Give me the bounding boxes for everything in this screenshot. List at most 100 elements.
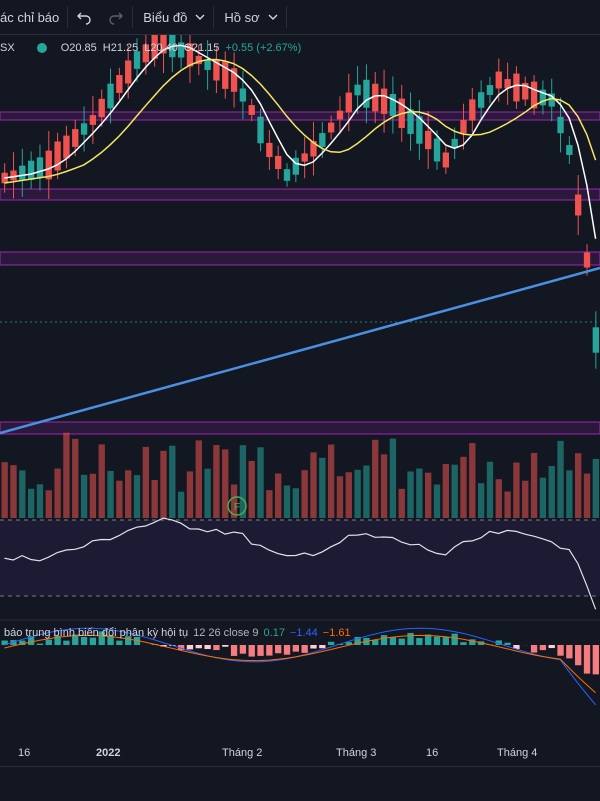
- candle-body: [575, 195, 581, 216]
- macd-histogram-bar: [575, 645, 581, 665]
- top-toolbar: ác chỉ báo Biểu đồ Hồ sơ: [0, 0, 600, 35]
- macd-histogram-bar: [204, 645, 210, 649]
- candle-body: [107, 84, 113, 109]
- time-axis-label: Tháng 4: [497, 747, 537, 759]
- volume-bar: [257, 447, 263, 518]
- candle-body: [125, 61, 131, 84]
- macd-histogram-bar: [249, 645, 255, 657]
- candle-body: [496, 72, 502, 89]
- bottom-bar: [0, 766, 600, 801]
- macd-title[interactable]: báo trung bình biến đổi phân kỳ hội tụ: [4, 627, 188, 639]
- macd-histogram-bar: [231, 645, 237, 656]
- visibility-dot-icon[interactable]: [37, 43, 47, 53]
- macd-histogram-bar: [213, 645, 219, 650]
- volume-bar: [178, 492, 184, 518]
- candle-body: [487, 85, 493, 95]
- volume-bar: [513, 463, 519, 518]
- volume-bar: [63, 433, 69, 518]
- volume-bar: [557, 441, 563, 518]
- candle-body: [381, 89, 387, 114]
- macd-histogram-bar: [452, 634, 458, 645]
- price-change: +0.55 (+2.67%): [225, 42, 301, 54]
- price-zone: [0, 189, 600, 200]
- ohlc-high: H21.25: [103, 42, 138, 54]
- volume-bar: [99, 444, 105, 518]
- volume-bar: [363, 466, 369, 518]
- volume-bar: [310, 452, 316, 518]
- volume-bar: [416, 469, 422, 518]
- candle-body: [116, 75, 122, 93]
- candle-body: [425, 131, 431, 149]
- volume-bar: [531, 453, 537, 518]
- volume-bar: [81, 475, 87, 518]
- candle-body: [328, 123, 334, 133]
- time-axis-label: Tháng 3: [336, 747, 376, 759]
- volume-bar: [28, 489, 34, 518]
- macd-histogram-bar: [443, 637, 449, 645]
- volume-bar: [249, 461, 255, 518]
- time-axis-label: 16: [426, 747, 438, 759]
- macd-histogram-bar: [240, 645, 246, 654]
- indicators-button[interactable]: ác chỉ báo: [0, 0, 67, 34]
- profile-menu[interactable]: Hồ sơ: [214, 0, 285, 34]
- indicators-label: ác chỉ báo: [0, 10, 59, 25]
- candle-body: [249, 105, 255, 115]
- macd-histogram-bar: [196, 645, 202, 648]
- candle-body: [90, 115, 96, 125]
- volume-bar: [152, 480, 158, 518]
- redo-button[interactable]: [100, 0, 132, 34]
- time-axis[interactable]: 16 2022 Tháng 2 Tháng 3 16 Tháng 4: [0, 742, 600, 766]
- chevron-down-icon: [195, 12, 205, 22]
- time-axis-label: 16: [18, 747, 30, 759]
- price-zone: [0, 422, 600, 434]
- candle-body: [28, 161, 34, 180]
- candle-body: [319, 133, 325, 147]
- volume-bar: [549, 466, 555, 518]
- time-axis-label: 2022: [96, 747, 120, 759]
- volume-bar: [143, 447, 149, 518]
- candle-body: [19, 166, 25, 180]
- macd-hist-value: 0.17: [264, 627, 285, 639]
- candle-body: [513, 74, 519, 102]
- macd-histogram-bar: [372, 640, 378, 645]
- volume-bar: [213, 445, 219, 518]
- volume-bar: [584, 474, 590, 518]
- volume-bar: [328, 445, 334, 518]
- volume-bar: [72, 439, 78, 518]
- volume-bar: [284, 485, 290, 518]
- candle-body: [81, 123, 87, 134]
- macd-histogram-bar: [328, 642, 334, 645]
- macd-histogram-bar: [566, 645, 572, 658]
- oscillator-band: [0, 520, 600, 596]
- undo-button[interactable]: [68, 0, 100, 34]
- time-axis-label: Tháng 2: [222, 747, 262, 759]
- candle-body: [337, 111, 343, 120]
- volume-bar: [460, 457, 466, 518]
- volume-bar: [390, 439, 396, 518]
- chart-type-menu[interactable]: Biểu đồ: [133, 0, 213, 34]
- ohlc-open: O20.85: [61, 42, 97, 54]
- toolbar-divider: [286, 6, 287, 28]
- macd-histogram-bar: [266, 645, 272, 656]
- price-zone: [0, 252, 600, 265]
- volume-bar: [372, 440, 378, 518]
- macd-histogram-bar: [416, 638, 422, 645]
- volume-bar: [10, 465, 16, 518]
- macd-histogram-bar: [222, 645, 228, 647]
- candle-body: [390, 94, 396, 116]
- macd-histogram-bar: [293, 645, 299, 652]
- volume-bar: [54, 469, 60, 518]
- macd-histogram-bar: [257, 645, 263, 656]
- symbol-name[interactable]: SX: [0, 42, 15, 54]
- volume-bar: [134, 475, 140, 518]
- candle-body: [443, 153, 449, 168]
- volume-bar: [90, 474, 96, 518]
- volume-bar: [443, 464, 449, 518]
- volume-bar: [354, 470, 360, 518]
- undo-icon: [76, 9, 92, 25]
- volume-bar: [469, 443, 475, 518]
- volume-bar: [240, 445, 246, 518]
- volume-bar: [266, 490, 272, 518]
- volume-bar: [434, 485, 440, 518]
- volume-bar: [196, 440, 202, 518]
